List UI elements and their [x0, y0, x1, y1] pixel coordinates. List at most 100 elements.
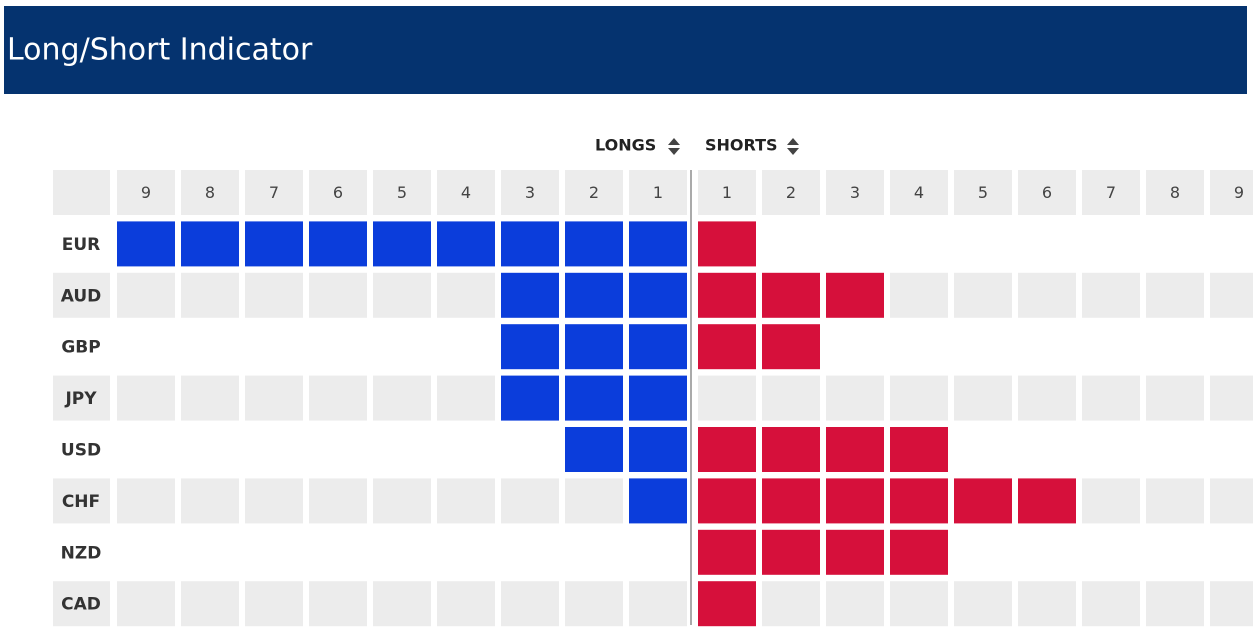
short-cell: [890, 478, 948, 524]
empty-cell: [890, 324, 948, 370]
empty-cell: [1146, 324, 1204, 370]
level-label: 6: [333, 183, 343, 202]
label-cell: [53, 529, 110, 575]
level-label: 9: [141, 183, 151, 202]
empty-cell: [1082, 272, 1140, 318]
header-cell: [1146, 170, 1204, 215]
empty-cell: [890, 272, 948, 318]
empty-cell: [1146, 529, 1204, 575]
empty-cell: [1210, 324, 1253, 370]
sort-shorts[interactable]: SHORTS: [705, 136, 799, 156]
empty-cell: [373, 529, 431, 575]
level-label: 1: [653, 183, 663, 202]
empty-cell: [698, 375, 756, 421]
empty-cell: [1146, 478, 1204, 524]
short-cell: [698, 427, 756, 472]
empty-cell: [117, 375, 175, 421]
header-cell: [1210, 170, 1253, 215]
long-cell: [565, 324, 623, 370]
empty-cell: [826, 375, 884, 421]
short-cell: [826, 272, 884, 318]
empty-cell: [437, 375, 495, 421]
empty-cell: [1082, 529, 1140, 575]
shorts-label[interactable]: SHORTS: [705, 136, 778, 155]
empty-cell: [181, 427, 239, 472]
empty-cell: [1018, 272, 1076, 318]
short-cell: [762, 427, 820, 472]
empty-cell: [373, 375, 431, 421]
empty-cell: [117, 324, 175, 370]
empty-cell: [1146, 221, 1204, 267]
long-cell: [501, 324, 559, 370]
longs-label[interactable]: LONGS: [595, 136, 656, 155]
currency-label: CAD: [61, 595, 101, 615]
empty-cell: [1146, 375, 1204, 421]
header-cell: [245, 170, 303, 215]
long-cell: [245, 221, 303, 267]
empty-cell: [1082, 221, 1140, 267]
long-cell: [501, 221, 559, 267]
empty-cell: [1082, 324, 1140, 370]
empty-cell: [309, 427, 367, 472]
currency-label: USD: [61, 441, 101, 461]
empty-cell: [245, 478, 303, 524]
empty-cell: [373, 478, 431, 524]
empty-cell: [826, 581, 884, 627]
header-cell: [565, 170, 623, 215]
header-cell: [698, 170, 756, 215]
empty-cell: [762, 581, 820, 627]
short-cell: [826, 529, 884, 575]
long-cell: [117, 221, 175, 267]
level-label: 3: [525, 183, 535, 202]
empty-cell: [954, 529, 1012, 575]
level-label: 9: [1234, 183, 1244, 202]
empty-cell: [117, 427, 175, 472]
short-cell: [698, 478, 756, 524]
empty-cell: [1210, 272, 1253, 318]
currency-label: EUR: [62, 235, 101, 255]
empty-cell: [1082, 478, 1140, 524]
empty-cell: [1082, 427, 1140, 472]
empty-cell: [1018, 529, 1076, 575]
empty-cell: [565, 529, 623, 575]
empty-cell: [826, 221, 884, 267]
empty-cell: [245, 581, 303, 627]
long-cell: [629, 272, 687, 318]
empty-cell: [826, 324, 884, 370]
empty-cell: [890, 375, 948, 421]
empty-cell: [373, 427, 431, 472]
empty-cell: [762, 221, 820, 267]
empty-cell: [629, 529, 687, 575]
header-title: Long/Short Indicator: [7, 33, 313, 68]
level-label: 7: [1106, 183, 1116, 202]
short-cell: [698, 272, 756, 318]
currency-label: AUD: [61, 286, 102, 306]
empty-cell: [1018, 427, 1076, 472]
empty-cell: [954, 221, 1012, 267]
long-cell: [629, 427, 687, 472]
empty-cell: [1210, 427, 1253, 472]
empty-cell: [501, 427, 559, 472]
short-cell: [762, 324, 820, 370]
sort-icon[interactable]: [668, 138, 680, 155]
long-cell: [565, 272, 623, 318]
sort-icon[interactable]: [787, 138, 799, 155]
short-cell: [698, 529, 756, 575]
empty-cell: [309, 272, 367, 318]
empty-cell: [1082, 581, 1140, 627]
empty-cell: [954, 375, 1012, 421]
long-cell: [565, 427, 623, 472]
label-cell: [53, 170, 110, 215]
empty-cell: [501, 581, 559, 627]
empty-cell: [1146, 427, 1204, 472]
currency-label: CHF: [62, 492, 100, 512]
empty-cell: [245, 324, 303, 370]
empty-cell: [437, 324, 495, 370]
header-cell: [117, 170, 175, 215]
long-cell: [565, 221, 623, 267]
empty-cell: [890, 581, 948, 627]
short-cell: [1018, 478, 1076, 524]
sort-longs[interactable]: LONGS: [595, 136, 680, 156]
empty-cell: [117, 478, 175, 524]
